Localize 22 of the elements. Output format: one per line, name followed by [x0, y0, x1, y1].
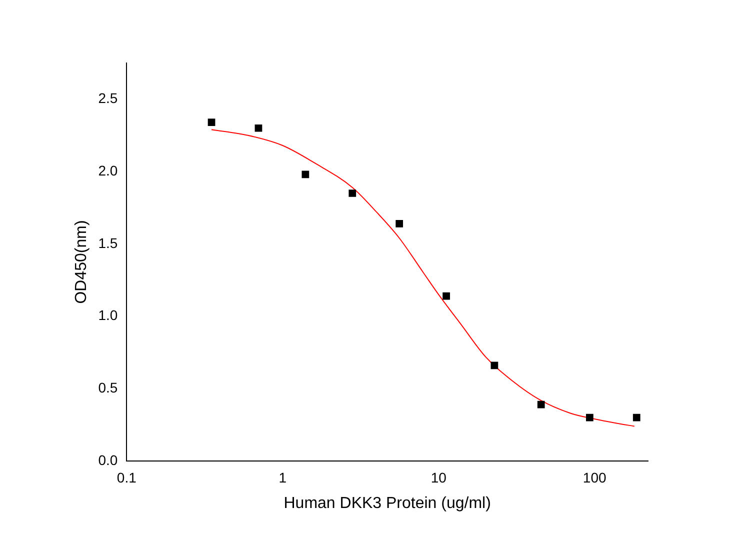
y-tick-label: 1.5	[98, 234, 118, 251]
y-tick-label: 1.0	[98, 307, 118, 324]
point	[586, 414, 594, 422]
point	[208, 118, 216, 126]
point	[632, 414, 640, 422]
y-tick-label: 2.5	[98, 90, 118, 106]
x-tick-label: 1	[278, 469, 287, 486]
point	[302, 170, 310, 178]
y-tick-label: 0.0	[98, 452, 118, 468]
x-tick-label: 10	[430, 469, 447, 486]
x-tick-label: 100	[582, 469, 606, 486]
y-tick-label: 0.5	[98, 379, 118, 396]
y-tick-label: 2.0	[98, 162, 118, 178]
point	[254, 124, 262, 132]
y-axis-title: OD450(nm)	[73, 220, 90, 304]
point	[348, 190, 356, 197]
point	[442, 292, 450, 300]
point	[537, 400, 545, 408]
point	[396, 220, 404, 228]
x-tick-label: 0.1	[116, 469, 137, 486]
x-axis-title: Human DKK3 Protein (ug/ml)	[284, 494, 491, 512]
point	[490, 362, 498, 370]
